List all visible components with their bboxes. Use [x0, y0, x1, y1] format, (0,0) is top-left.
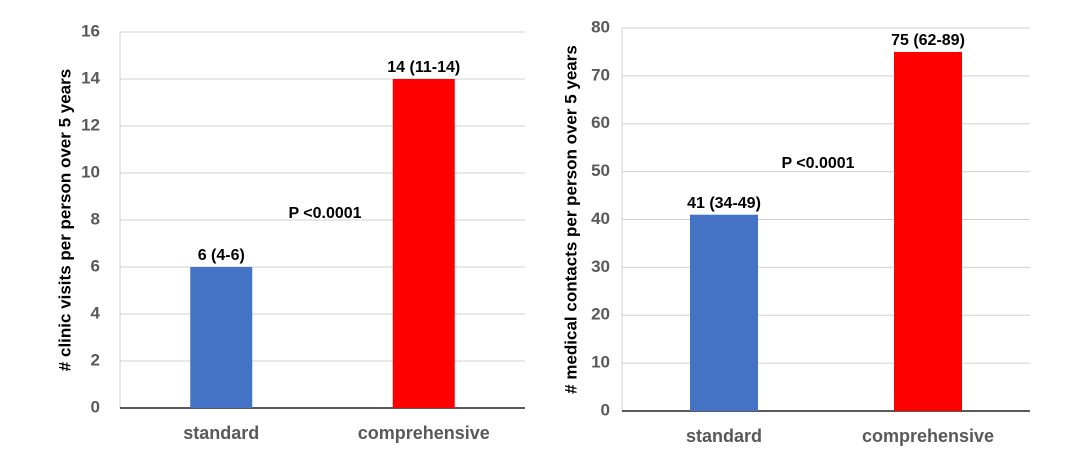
y-tick-label: 10: [591, 353, 610, 372]
x-tick-label: standard: [183, 423, 259, 443]
y-tick-label: 70: [591, 65, 610, 84]
y-axis-label: # clinic visits per person over 5 years: [55, 69, 74, 371]
bar: [690, 214, 758, 411]
value-label: 75 (62-89): [891, 32, 965, 49]
x-tick-label: standard: [686, 426, 762, 446]
y-tick-label: 8: [91, 209, 100, 228]
y-tick-label: 4: [91, 303, 101, 322]
x-tick-label: comprehensive: [358, 423, 490, 443]
y-tick-label: 30: [591, 257, 610, 276]
bar: [894, 51, 962, 411]
bar: [392, 79, 455, 408]
value-label: 41 (34-49): [687, 195, 761, 212]
y-tick-label: 20: [591, 305, 610, 324]
y-tick-label: 10: [81, 162, 100, 181]
y-tick-label: 6: [91, 256, 100, 275]
y-tick-label: 0: [601, 400, 610, 419]
value-label: 14 (11-14): [387, 59, 460, 76]
y-tick-label: 40: [591, 209, 610, 228]
y-tick-label: 0: [91, 397, 100, 416]
annotation: P <0.0001: [288, 205, 361, 222]
y-tick-label: 60: [591, 113, 610, 132]
y-tick-label: 14: [81, 68, 100, 87]
y-tick-label: 50: [591, 161, 610, 180]
y-tick-label: 12: [81, 115, 100, 134]
y-tick-label: 80: [591, 17, 610, 36]
y-tick-label: 16: [81, 21, 100, 40]
value-label: 6 (4-6): [198, 247, 245, 264]
bar: [190, 267, 253, 408]
y-tick-label: 2: [91, 350, 100, 369]
annotation: P <0.0001: [781, 155, 854, 172]
y-axis-label: # medical contacts per person over 5 yea…: [561, 45, 580, 394]
x-tick-label: comprehensive: [862, 426, 994, 446]
